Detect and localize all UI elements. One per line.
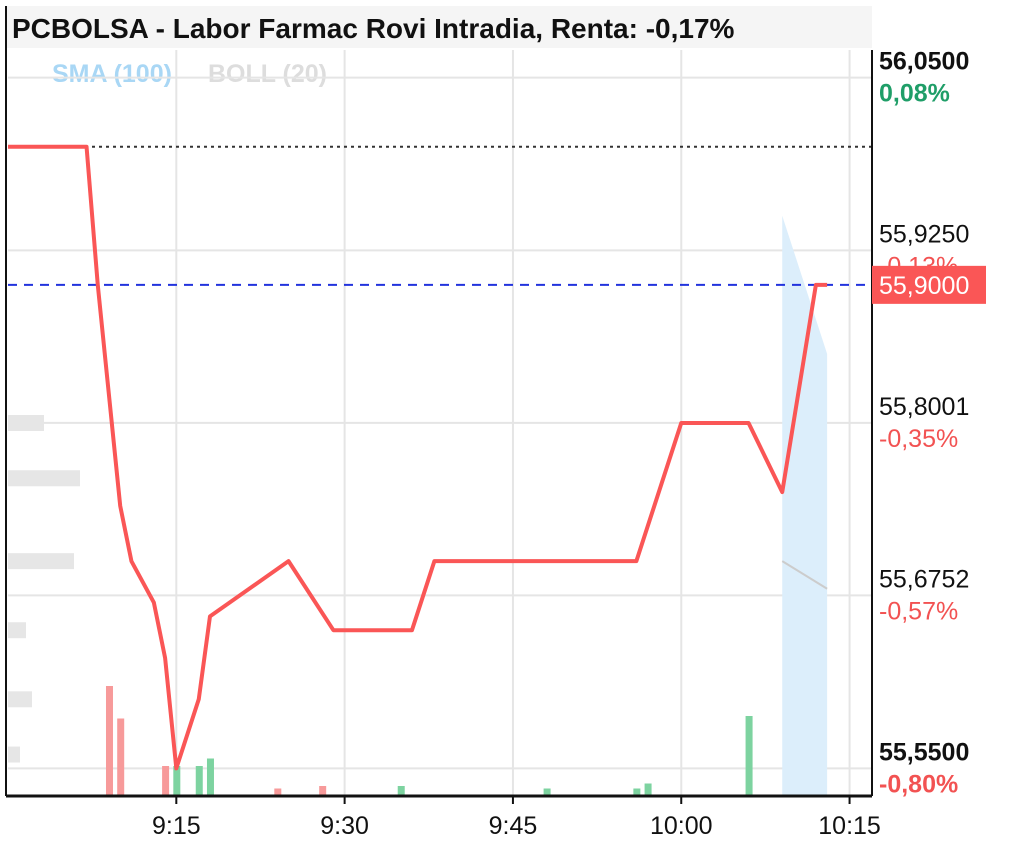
indicator-sma-label[interactable]: SMA (100) — [52, 60, 172, 88]
price-series — [8, 144, 828, 771]
volume-bar — [162, 766, 170, 796]
last-price-badge — [872, 265, 986, 304]
x-axis-labels: 9:15 9:30 9:45 10:00 10:15 — [152, 812, 881, 840]
volume-profile-bar — [8, 622, 26, 639]
volume-bar — [274, 788, 282, 796]
volume-bar — [397, 786, 405, 796]
axes — [5, 6, 873, 804]
volume-bar — [319, 786, 327, 796]
y-tick-pct-label: -0,57% — [879, 597, 958, 625]
x-tick-label: 9:30 — [320, 812, 369, 840]
y-tick-pct-label: 0,08% — [879, 80, 950, 108]
volume-bar — [633, 788, 641, 796]
price-line — [8, 144, 828, 771]
volume-bar — [105, 686, 113, 796]
last-price-label: 55,9000 — [879, 272, 969, 300]
y-tick-price-label: 55,5500 — [879, 738, 969, 766]
indicator-boll-label[interactable]: BOLL (20) — [208, 60, 327, 88]
volume-profile-bar — [8, 553, 74, 570]
x-tick-label: 9:15 — [152, 812, 201, 840]
volume-bar — [117, 718, 125, 796]
volume-bar — [543, 788, 551, 796]
bollinger-area — [782, 215, 828, 796]
title-background — [6, 6, 872, 48]
volume-profile-bar — [8, 415, 44, 431]
y-tick-pct-label: -0,80% — [879, 770, 958, 798]
volume-bars — [105, 686, 753, 796]
x-tick-label: 10:15 — [818, 812, 881, 840]
volume-profile-bar — [8, 470, 80, 487]
y-axis-labels: 56,05000,08%55,9250-0,13%55,8001-0,35%55… — [879, 48, 969, 799]
y-tick-price-label: 56,0500 — [879, 48, 969, 76]
x-tick-label: 9:45 — [489, 812, 538, 840]
volume-bar — [195, 766, 203, 796]
volume-bar — [644, 783, 652, 796]
volume-profile — [8, 415, 80, 763]
last-price-marker: 55,9000 — [872, 265, 986, 304]
volume-profile-bar — [8, 746, 20, 763]
chart-title: PCBOLSA - Labor Farmac Rovi Intradia, Re… — [12, 13, 735, 44]
volume-bar — [173, 766, 181, 796]
bollinger-middle-line — [781, 560, 828, 590]
y-tick-price-label: 55,9250 — [879, 220, 969, 248]
bollinger-band — [781, 215, 828, 796]
y-tick-price-label: 55,8001 — [879, 393, 969, 421]
x-tick-label: 10:00 — [650, 812, 713, 840]
y-tick-price-label: 55,6752 — [879, 565, 969, 593]
reference-lines — [8, 145, 872, 286]
volume-profile-bar — [8, 691, 32, 708]
volume-bar — [745, 716, 753, 796]
volume-bar — [206, 758, 214, 796]
y-tick-pct-label: -0,35% — [879, 425, 958, 453]
